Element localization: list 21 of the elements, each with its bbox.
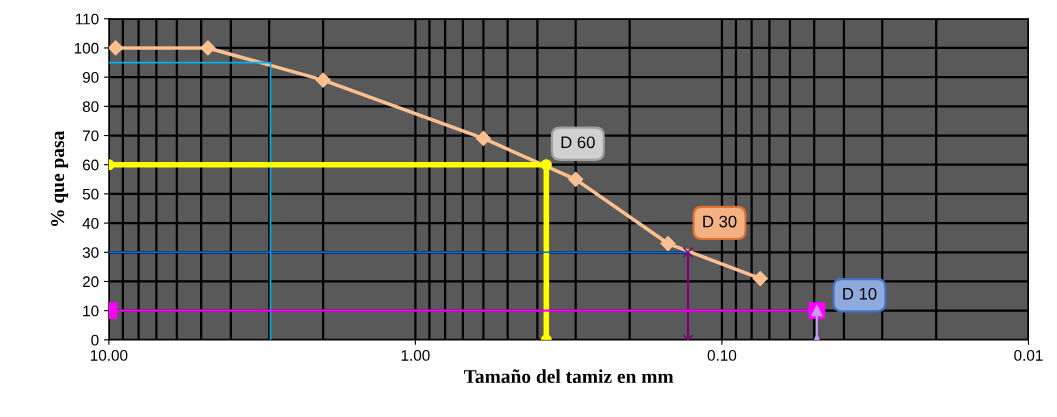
y-tick-label: 80 xyxy=(82,101,99,113)
x-tick-label: 10.00 xyxy=(90,349,128,361)
x-tick-label: 0.10 xyxy=(707,349,737,361)
x-tick-label: 0.01 xyxy=(1014,349,1043,361)
y-tick-label: 40 xyxy=(82,217,99,229)
x-tick-label: 1.00 xyxy=(401,349,430,361)
x-axis-title: Tamaño del tamiz en mm xyxy=(464,369,674,384)
y-tick-label: 100 xyxy=(74,42,99,54)
y-tick-label: 70 xyxy=(82,130,99,142)
y-tick-label: 50 xyxy=(82,188,99,200)
y-tick-label: 10 xyxy=(83,305,99,317)
y-tick-label: 20 xyxy=(82,276,99,288)
y-tick-label: 90 xyxy=(82,72,99,83)
y-tick-label: 0 xyxy=(91,334,99,346)
y-tick-label: 60 xyxy=(82,159,99,171)
y-tick-label: 110 xyxy=(75,13,99,25)
annotation: D 10 xyxy=(843,287,877,300)
y-axis-title: % que pasa xyxy=(51,130,69,226)
annotation: D 60 xyxy=(561,136,595,149)
y-tick-label: 30 xyxy=(82,247,99,258)
annotation: D 30 xyxy=(703,215,737,228)
